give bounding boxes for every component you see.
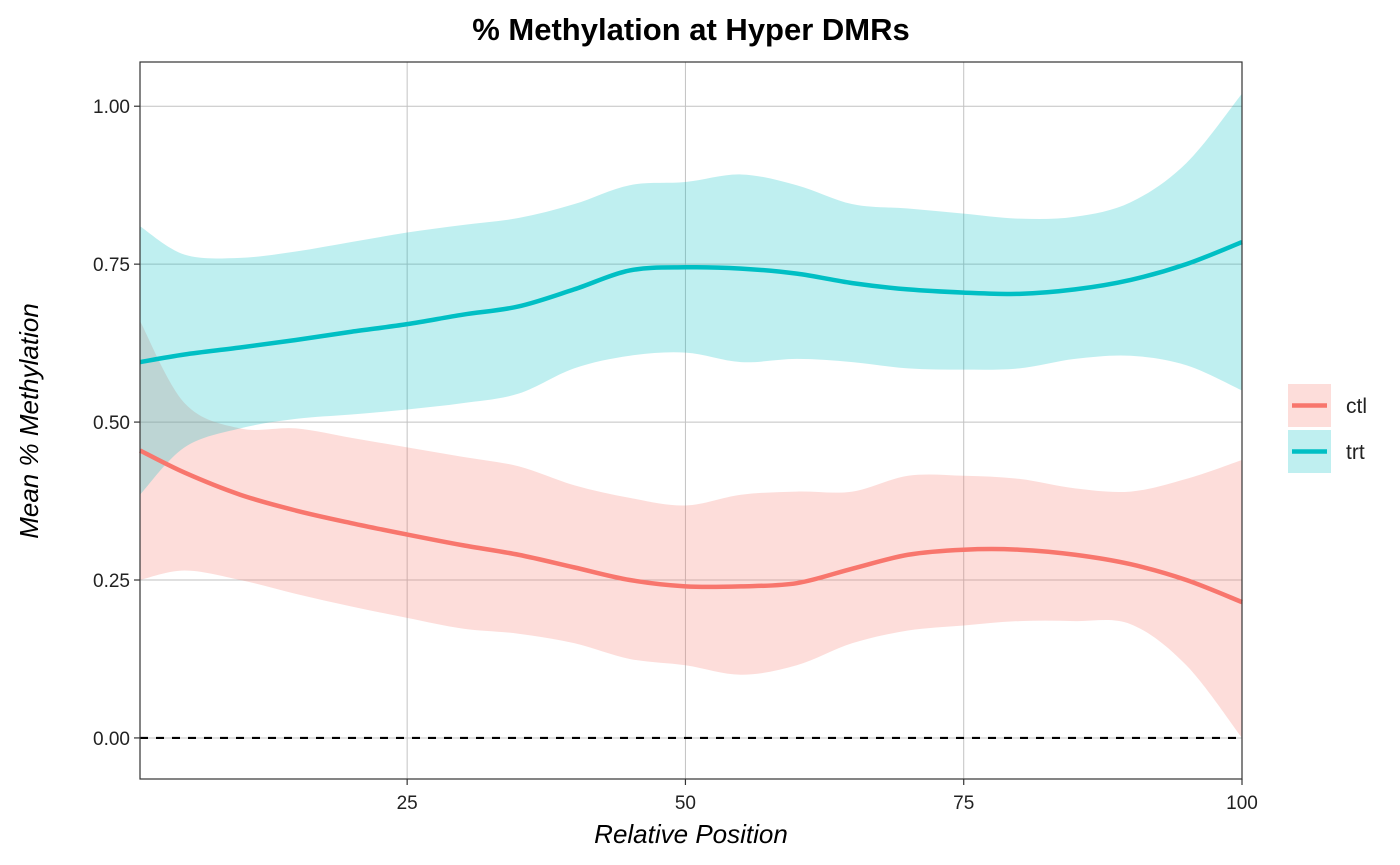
x-tick-label: 100 xyxy=(1226,793,1258,814)
plot-panel-border xyxy=(139,61,1243,780)
x-tick-label: 25 xyxy=(397,793,418,814)
x-axis-title: Relative Position xyxy=(594,819,788,849)
series-line-ctl xyxy=(139,448,1243,605)
series-line-trt xyxy=(139,239,1243,365)
grid xyxy=(140,62,1243,779)
y-tick-label: 0.00 xyxy=(93,729,130,750)
y-axis-title: Mean % Methylation xyxy=(14,303,44,539)
chart-title: % Methylation at Hyper DMRs xyxy=(472,12,910,47)
confidence-band-trt xyxy=(140,93,1242,495)
series-lines xyxy=(139,239,1243,605)
x-tick-label: 75 xyxy=(953,793,974,814)
legend: ctl trt xyxy=(1288,384,1367,473)
confidence-bands xyxy=(140,93,1242,738)
y-tick-label: 0.50 xyxy=(93,413,130,434)
y-tick-label: 0.75 xyxy=(93,255,130,276)
confidence-band-ctl xyxy=(140,321,1242,738)
y-tick-label: 1.00 xyxy=(93,97,130,118)
legend-label: ctl xyxy=(1346,395,1367,418)
x-tick-label: 50 xyxy=(675,793,696,814)
y-tick-label: 0.25 xyxy=(93,571,130,592)
legend-label: trt xyxy=(1346,441,1365,464)
legend-item-ctl: ctl xyxy=(1288,384,1367,427)
axis-ticks: 25 50 75 100 0.00 0.25 0.50 0.75 1.00 xyxy=(93,97,1258,814)
legend-item-trt: trt xyxy=(1288,430,1365,473)
